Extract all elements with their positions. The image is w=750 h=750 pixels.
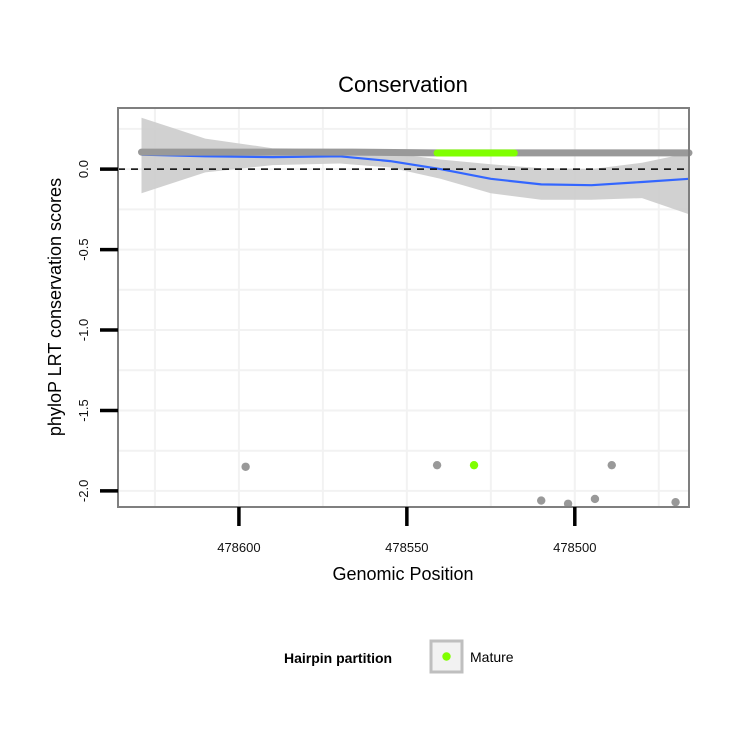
y-tick-label: -1.0: [76, 319, 91, 341]
smooth-line: [141, 153, 690, 187]
y-tick-label: -0.5: [76, 238, 91, 260]
legend-title: Hairpin partition: [284, 650, 392, 666]
point-other: [432, 460, 442, 470]
x-tick-label: 478550: [385, 540, 428, 555]
x-axis-title: Genomic Position: [332, 564, 473, 584]
y-tick-label: -2.0: [76, 480, 91, 502]
legend-key-mature-point: [442, 652, 451, 661]
smooth-line-layer: [141, 153, 690, 187]
chart-title: Conservation: [338, 72, 468, 97]
point-mature: [469, 460, 479, 470]
y-axis-title: phyloP LRT conservation scores: [45, 178, 65, 436]
plot-border: [117, 107, 690, 508]
x-tick-label: 478600: [217, 540, 260, 555]
x-tick-label: 478500: [553, 540, 596, 555]
point-other: [607, 460, 616, 470]
point-band-other: [138, 148, 693, 157]
legend-label-mature: Mature: [470, 649, 514, 665]
x-axis: 478600 478550 478500: [217, 507, 596, 555]
points-layer: [138, 148, 693, 508]
point-other: [590, 494, 600, 504]
y-tick-label: 0.0: [76, 160, 91, 178]
y-axis: 0.0 -0.5 -1.0 -1.5 -2.0: [76, 160, 118, 502]
y-tick-label: -1.5: [76, 399, 91, 421]
legend: Hairpin partition Mature: [284, 639, 514, 674]
point-other: [241, 462, 250, 471]
point-other: [563, 499, 573, 508]
point-other: [671, 497, 680, 507]
point-other: [537, 496, 546, 505]
